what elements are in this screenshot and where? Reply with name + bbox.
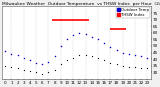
Point xyxy=(72,35,75,36)
Point xyxy=(115,49,118,51)
Point xyxy=(84,54,87,56)
Point xyxy=(84,33,87,35)
Point xyxy=(134,66,136,68)
Point xyxy=(121,65,124,66)
Point xyxy=(128,53,130,55)
Point xyxy=(103,43,105,44)
Point xyxy=(91,36,93,37)
Point xyxy=(10,66,13,68)
Point xyxy=(60,45,62,47)
Point xyxy=(78,32,81,33)
Point xyxy=(35,72,37,73)
Point xyxy=(41,73,44,74)
Legend: Outdoor Temp, THSW Index: Outdoor Temp, THSW Index xyxy=(116,7,150,18)
Point xyxy=(97,39,99,40)
Text: Milwaukee Weather  Outdoor Temperature  vs THSW Index  per Hour  (24 Hours): Milwaukee Weather Outdoor Temperature vs… xyxy=(2,2,160,6)
Point xyxy=(41,64,44,65)
Point xyxy=(4,65,6,66)
Point xyxy=(128,66,130,68)
Point xyxy=(146,57,149,58)
Point xyxy=(140,68,143,69)
Point xyxy=(91,56,93,57)
Point xyxy=(47,72,50,73)
Point xyxy=(134,54,136,56)
Point xyxy=(16,68,19,69)
Point xyxy=(66,39,68,40)
Point xyxy=(16,54,19,56)
Point xyxy=(4,51,6,52)
Point xyxy=(97,57,99,58)
Point xyxy=(115,64,118,65)
Point xyxy=(103,60,105,61)
Point xyxy=(72,57,75,58)
Point xyxy=(60,64,62,65)
Point xyxy=(121,52,124,53)
Point xyxy=(47,61,50,62)
Point xyxy=(109,47,112,48)
Point xyxy=(29,70,31,72)
Point xyxy=(22,57,25,58)
Point xyxy=(29,60,31,61)
Point xyxy=(109,62,112,64)
Point xyxy=(66,60,68,61)
Point xyxy=(35,62,37,64)
Point xyxy=(53,56,56,57)
Point xyxy=(146,68,149,69)
Point xyxy=(53,69,56,70)
Point xyxy=(10,53,13,55)
Point xyxy=(78,54,81,56)
Point xyxy=(140,56,143,57)
Point xyxy=(22,69,25,70)
